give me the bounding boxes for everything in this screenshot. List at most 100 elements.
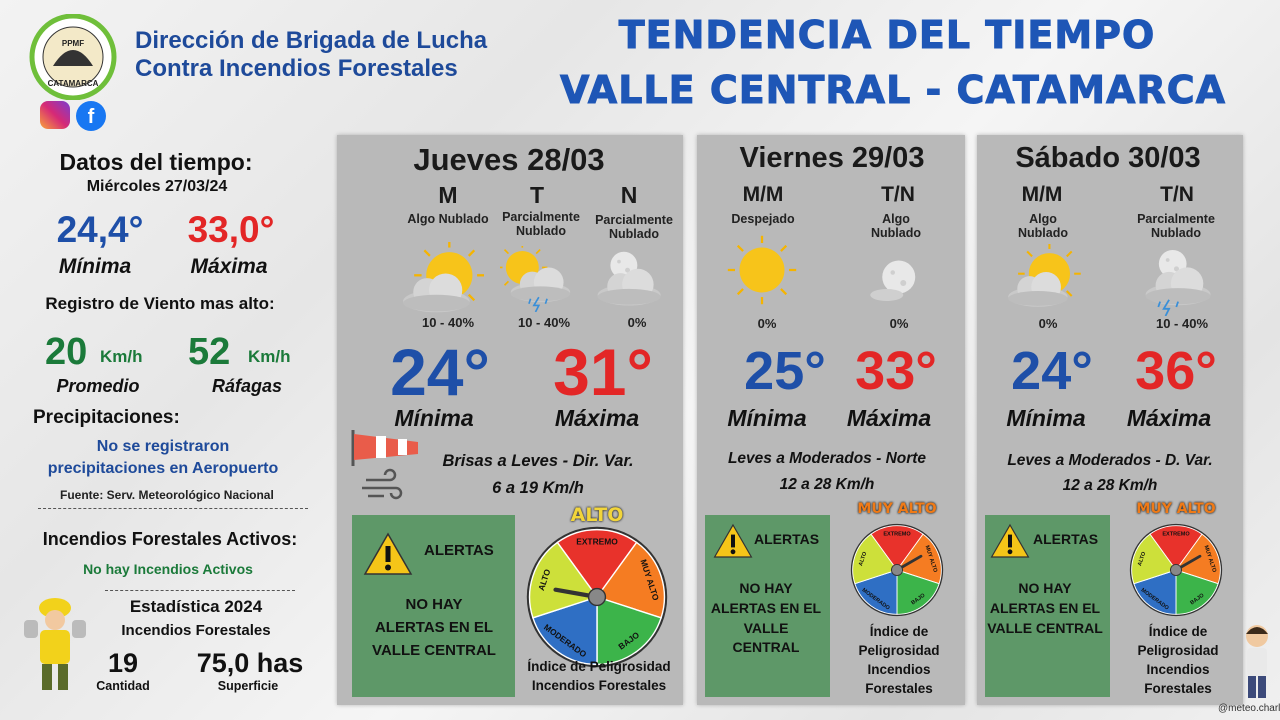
period-label: M	[438, 182, 458, 208]
day-title: Sábado 30/03	[1015, 142, 1201, 174]
gauge-segment	[532, 596, 598, 666]
heading: Registro de Viento mas alto:	[45, 294, 275, 313]
gauge-segment	[870, 525, 924, 571]
wind-text: Leves a Moderados - Norte	[727, 450, 927, 467]
period-label: T/N	[1160, 183, 1194, 206]
alert-text: VALLE	[743, 620, 789, 636]
min-temp: 25°	[744, 341, 826, 401]
wind-text: 12 a 28 Km/h	[1062, 477, 1158, 494]
rain-chance: 0%	[627, 315, 647, 330]
divider	[38, 508, 308, 509]
date: Miércoles 27/03/24	[86, 178, 228, 195]
condition: Algo Nublado	[1018, 212, 1068, 240]
divider	[105, 590, 295, 591]
mascot	[1246, 625, 1268, 698]
unit: Km/h	[248, 347, 291, 366]
min-temp: 24°	[1011, 341, 1093, 401]
danger-level: ALTO	[570, 504, 624, 526]
day-title: Jueves 28/03	[413, 142, 605, 177]
condition: Algo Nublado	[407, 212, 489, 226]
gauge-segment	[595, 541, 666, 619]
caption: Forestales	[1144, 681, 1212, 696]
condition: Parcialmente Nublado	[595, 213, 673, 241]
alert-title: ALERTAS	[424, 542, 494, 559]
gauge-segment	[1133, 569, 1177, 615]
min-label: Mínima	[727, 405, 807, 431]
condition: Parcialmente Nublado	[502, 210, 580, 238]
period-label: T/N	[881, 183, 915, 206]
logo	[29, 14, 117, 100]
label: Ráfagas	[211, 376, 283, 396]
gauge-label: EXTREMO	[576, 536, 618, 546]
max-value: 33,0°	[187, 209, 275, 250]
gust: 52	[188, 331, 231, 373]
caption: Incendios	[867, 662, 931, 677]
label: Superficie	[217, 679, 279, 693]
wind-text: Leves a Moderados - D. Var.	[1007, 452, 1213, 469]
alert-text: CENTRAL	[732, 639, 800, 655]
wind-text: 6 a 19 Km/h	[492, 479, 584, 497]
condition: Parcialmente Nublado	[1137, 212, 1215, 240]
gauge-segment	[852, 533, 898, 585]
max-label: Máxima	[846, 405, 932, 431]
alert-icon	[990, 523, 1030, 558]
alert-text: ALERTAS EN EL	[710, 600, 822, 616]
wind-text: 12 a 28 Km/h	[779, 476, 875, 493]
min-label: Mínima	[394, 405, 474, 431]
gauge-hub	[891, 564, 903, 576]
weather-icon	[726, 234, 798, 306]
condition: Despejado	[731, 212, 795, 226]
gauge-segment	[1175, 533, 1221, 585]
alert-icon	[363, 532, 413, 575]
danger-level: MUY ALTO	[857, 501, 937, 517]
gauge-segment	[596, 596, 662, 666]
gauge-label: ALTO	[858, 551, 868, 567]
min-value: 24,4°	[56, 209, 144, 250]
area: 75,0 has	[196, 648, 304, 678]
weather-icon	[1008, 244, 1082, 307]
max-label: Máxima	[190, 255, 268, 278]
weather-icon	[597, 251, 661, 306]
gauge-label: EXTREMO	[883, 531, 911, 537]
period-label: M/M	[1021, 183, 1063, 206]
org-name: Contra Incendios Forestales	[135, 55, 458, 82]
source: Fuente: Serv. Meteorológico Nacional	[60, 488, 274, 502]
firefighter	[24, 598, 86, 690]
gauge-segment	[896, 569, 940, 615]
weather-icon	[1145, 249, 1211, 316]
alert-text: NO HAY	[739, 580, 793, 596]
rain-chance: 0%	[889, 316, 909, 331]
weather-icon	[403, 242, 484, 313]
min-temp: 24°	[390, 335, 490, 409]
rain-chance: 10 - 40%	[1155, 316, 1209, 331]
facebook-icon[interactable]: f	[76, 101, 106, 131]
max-label: Máxima	[554, 405, 640, 431]
max-temp: 31°	[553, 335, 653, 409]
gauge-segment	[1131, 533, 1177, 585]
heading: Incendios Forestales Activos:	[42, 529, 298, 549]
heading: Estadística 2024	[129, 597, 263, 616]
alert-title: ALERTAS	[754, 531, 820, 547]
max-label: Máxima	[1126, 405, 1212, 431]
alert-box	[352, 515, 515, 697]
rain-chance: 0%	[757, 316, 777, 331]
gauge-segment	[896, 533, 942, 585]
caption: Forestales	[865, 681, 933, 696]
alert-text: VALLE CENTRAL	[987, 620, 1103, 636]
weather-icon	[500, 246, 571, 312]
min-label: Mínima	[1006, 405, 1086, 431]
instagram-icon[interactable]	[40, 101, 70, 129]
caption: Incendios	[1146, 662, 1210, 677]
title: VALLE CENTRAL - CATAMARCA	[559, 68, 1227, 112]
title: TENDENCIA DEL TIEMPO	[618, 13, 1156, 57]
handle: @meteo.charly	[1218, 703, 1280, 714]
fires-text: No hay Incendios Activos	[83, 561, 253, 577]
precip-text: No se registraron	[96, 438, 230, 455]
gauge-segment	[1149, 525, 1203, 571]
label: Cantidad	[96, 679, 150, 693]
unit: Km/h	[100, 347, 143, 366]
caption: Índice de	[1148, 624, 1208, 639]
org-name: Dirección de Brigada de Lucha	[135, 27, 488, 54]
